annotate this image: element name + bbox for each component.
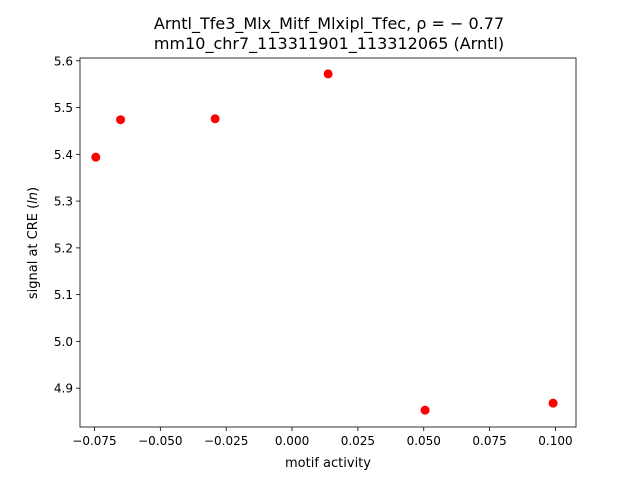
x-tick-label: 0.050 [407, 434, 441, 448]
data-point [91, 152, 101, 162]
y-axis-label: signal at CRE (ln) [26, 187, 41, 299]
y-tick-label: 5.3 [54, 195, 73, 209]
x-tick-label: −0.025 [204, 434, 248, 448]
x-tick-label: 0.000 [275, 434, 309, 448]
y-tick-label: 5.1 [54, 288, 73, 302]
y-tick-label: 5.5 [54, 101, 73, 115]
y-tick-label: 4.9 [54, 382, 73, 396]
x-tick-label: 0.075 [472, 434, 506, 448]
data-point [116, 115, 126, 125]
data-point [548, 398, 558, 408]
data-point [210, 114, 220, 124]
plot-area [79, 57, 577, 428]
y-axis: 4.9 5.0 5.1 5.2 5.3 5.4 5.5 5.6 [54, 54, 80, 396]
data-point [420, 405, 430, 415]
x-tick-label: −0.075 [72, 434, 116, 448]
x-axis: −0.075 −0.050 −0.025 0.000 0.025 0.050 0.075 0.… [72, 427, 573, 448]
chart-title-line2: mm10_chr7_113311901_113312065 (Arntl) [154, 34, 504, 54]
y-tick-label: 5.0 [54, 335, 73, 349]
y-tick-label: 5.4 [54, 148, 73, 162]
chart-title-line1: Arntl_Tfe3_Mlx_Mitf_Mlxipl_Tfec, ρ = − 0… [154, 14, 504, 34]
y-tick-label: 5.6 [54, 54, 73, 68]
y-tick-label: 5.2 [54, 241, 73, 255]
x-tick-label: 0.025 [341, 434, 375, 448]
x-tick-label: 0.100 [538, 434, 572, 448]
x-tick-label: −0.050 [138, 434, 182, 448]
x-axis-label: motif activity [285, 456, 371, 471]
data-points [91, 69, 558, 415]
data-point [323, 69, 333, 79]
